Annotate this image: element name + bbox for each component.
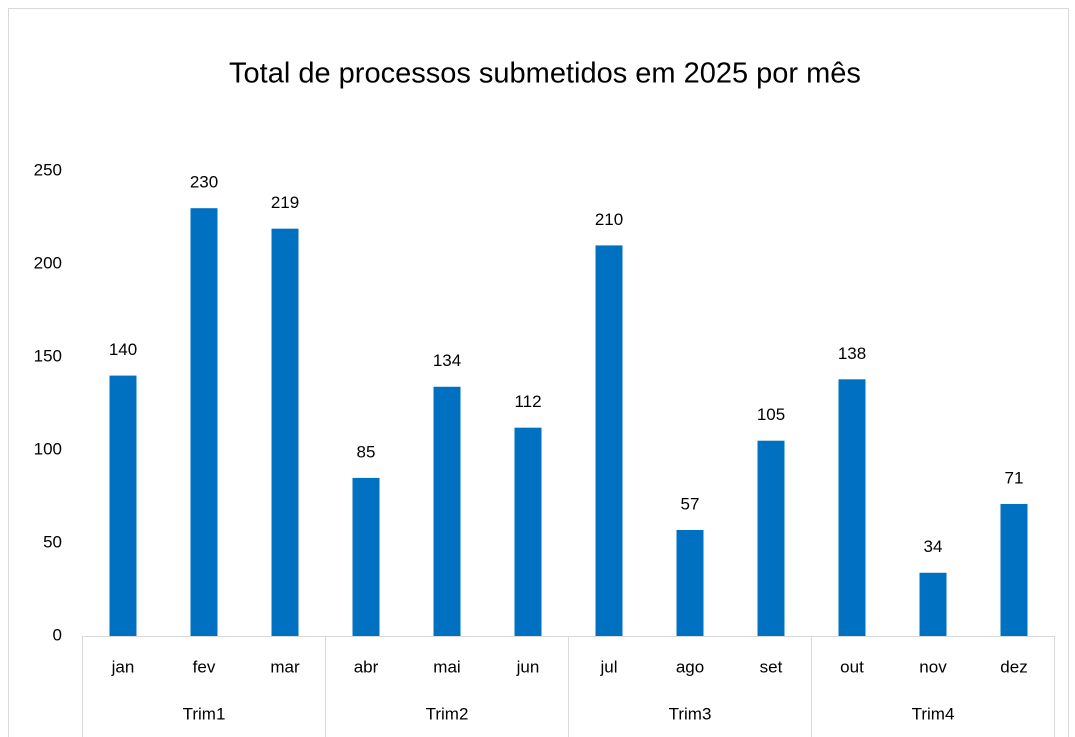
chart-border (8, 8, 1069, 737)
data-label: 219 (271, 193, 299, 212)
x-tick-label: mai (433, 657, 460, 676)
x-tick-label: dez (1000, 657, 1027, 676)
bar (757, 440, 785, 636)
group-label: Trim4 (912, 704, 955, 723)
data-label: 230 (190, 173, 218, 192)
x-tick-label: fev (193, 657, 216, 676)
bar (271, 228, 299, 636)
data-label: 105 (757, 405, 785, 424)
x-tick-label: nov (919, 657, 947, 676)
group-label: Trim1 (183, 704, 226, 723)
bar (919, 572, 947, 636)
bar (109, 375, 137, 636)
x-tick-label: ago (676, 657, 704, 676)
bar (514, 427, 542, 636)
data-label: 112 (514, 392, 541, 411)
x-tick-label: mar (270, 657, 300, 676)
data-label: 34 (924, 537, 943, 556)
bar (190, 208, 218, 636)
y-tick-label: 250 (34, 160, 62, 179)
data-label: 71 (1005, 468, 1024, 487)
x-tick-label: jan (111, 657, 135, 676)
y-tick-label: 100 (34, 439, 62, 458)
data-label: 138 (838, 344, 866, 363)
bar (838, 379, 866, 636)
chart-title: Total de processos submetidos em 2025 po… (229, 58, 861, 90)
x-tick-label: set (760, 657, 783, 676)
x-tick-label: abr (354, 657, 379, 676)
group-label: Trim2 (426, 704, 469, 723)
y-tick-label: 200 (34, 253, 62, 272)
data-label: 57 (681, 494, 700, 513)
data-label: 85 (357, 442, 376, 461)
data-label: 140 (109, 340, 137, 359)
bar (433, 386, 461, 636)
bar (676, 529, 704, 636)
data-label: 210 (595, 210, 623, 229)
x-tick-label: out (840, 657, 864, 676)
x-tick-label: jul (599, 657, 617, 676)
bar (1000, 503, 1028, 636)
x-tick-label: jun (516, 657, 540, 676)
y-tick-label: 0 (53, 625, 62, 644)
group-label: Trim3 (669, 704, 712, 723)
bar (595, 245, 623, 636)
y-tick-label: 50 (43, 532, 62, 551)
y-tick-label: 150 (34, 346, 62, 365)
data-label: 134 (433, 351, 461, 370)
bar (352, 477, 380, 636)
